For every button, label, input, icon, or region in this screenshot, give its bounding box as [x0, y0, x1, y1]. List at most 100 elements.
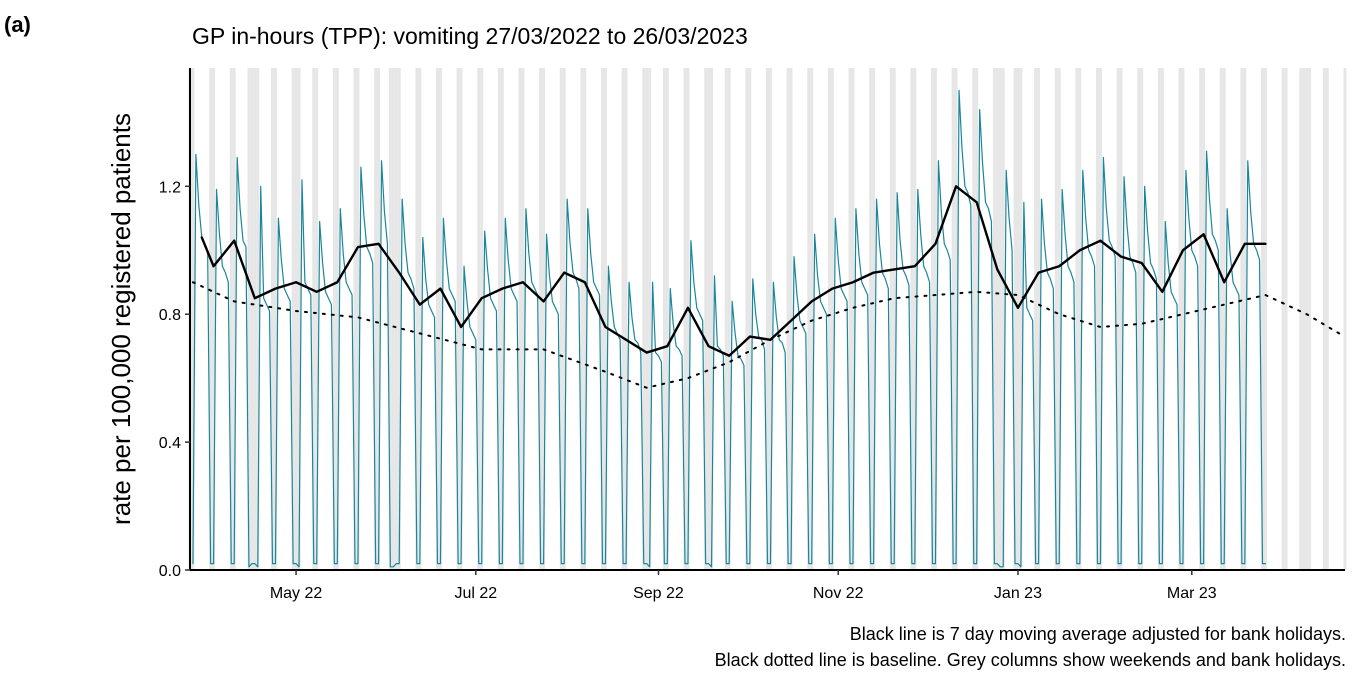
weekend-column	[913, 68, 917, 570]
weekend-column	[1261, 68, 1264, 570]
weekend-column	[1222, 68, 1226, 570]
weekend-column	[438, 68, 442, 570]
weekend-column	[212, 68, 216, 570]
weekend-column	[972, 68, 976, 570]
weekend-column	[810, 68, 814, 570]
weekend-column	[1054, 68, 1058, 570]
weekend-column	[1013, 68, 1017, 570]
weekend-column	[500, 68, 504, 570]
plot-area	[191, 89, 1341, 568]
weekend-column	[191, 68, 195, 570]
weekend-column	[477, 68, 481, 570]
bank-holiday-column	[998, 68, 1002, 570]
weekend-column	[807, 68, 811, 570]
weekend-column	[497, 68, 501, 570]
y-tick-label: 1.2	[159, 179, 181, 196]
x-tick-label: Jul 22	[454, 585, 497, 602]
weekend-column	[745, 68, 749, 570]
chart-title: GP in-hours (TPP): vomiting 27/03/2022 t…	[192, 23, 748, 49]
weekend-column	[1037, 68, 1041, 570]
weekend-column	[250, 68, 254, 570]
weekend-column	[704, 68, 708, 570]
weekend-column	[910, 68, 914, 570]
weekend-column	[1116, 68, 1120, 570]
baseline-line	[191, 281, 1341, 389]
weekend-column	[418, 68, 422, 570]
weekend-column	[992, 68, 996, 570]
x-tick-label: Nov 22	[813, 585, 864, 602]
weekend-column	[827, 68, 831, 570]
weekend-column	[707, 68, 711, 570]
y-axis-label: rate per 100,000 registered patients	[106, 113, 136, 525]
weekend-column	[869, 68, 873, 570]
weekend-column	[459, 68, 463, 570]
weekend-column	[1243, 68, 1247, 570]
weekend-column	[580, 68, 584, 570]
weekend-column	[332, 68, 336, 570]
y-tick-label: 0.0	[159, 563, 181, 580]
weekend-column	[1325, 68, 1329, 570]
weekend-column	[1284, 68, 1288, 570]
weekend-column	[377, 68, 381, 570]
weekend-column	[583, 68, 587, 570]
weekend-column	[1078, 68, 1082, 570]
moving-average-line	[200, 185, 1267, 357]
weekend-column	[273, 68, 277, 570]
weekend-column	[1240, 68, 1244, 570]
weekend-column	[768, 68, 772, 570]
weekend-column	[518, 68, 522, 570]
weekend-column	[1098, 68, 1102, 570]
weekend-column	[315, 68, 319, 570]
weekend-column	[559, 68, 563, 570]
weekend-column	[954, 68, 958, 570]
weekend-column	[830, 68, 834, 570]
weekend-column	[562, 68, 566, 570]
bank-holiday-column	[391, 68, 395, 570]
weekend-column	[1157, 68, 1161, 570]
weekend-column	[229, 68, 233, 570]
bank-holiday-column	[648, 68, 652, 570]
y-tick-label: 0.8	[159, 307, 181, 324]
weekend-column	[335, 68, 339, 570]
weekend-column	[312, 68, 316, 570]
bank-holiday-column	[247, 68, 251, 570]
y-tick-label: 0.4	[159, 435, 181, 452]
weekend-column	[933, 68, 937, 570]
weekend-column	[748, 68, 752, 570]
weekend-column	[1343, 68, 1347, 570]
weekend-column	[1075, 68, 1079, 570]
weekend-column	[1181, 68, 1185, 570]
weekend-column	[951, 68, 955, 570]
weekend-column	[724, 68, 728, 570]
weekend-column	[995, 68, 999, 570]
weekend-column	[436, 68, 439, 570]
weekend-column	[253, 68, 257, 570]
weekend-column	[603, 68, 607, 570]
weekend-column	[294, 68, 298, 570]
weekend-column	[1137, 68, 1141, 570]
weekend-column	[394, 68, 398, 570]
weekend-column	[642, 68, 646, 570]
bank-holiday-column	[1019, 68, 1023, 570]
weekend-column	[1140, 68, 1144, 570]
weekend-column	[621, 68, 625, 570]
weekend-column	[727, 68, 731, 570]
weekend-column	[1202, 68, 1206, 570]
bank-holiday-column	[1308, 68, 1312, 570]
weekend-column	[975, 68, 979, 570]
weekend-column	[232, 68, 236, 570]
weekend-column	[209, 68, 213, 570]
weekend-column	[542, 68, 546, 570]
weekend-column	[786, 68, 790, 570]
weekend-column	[480, 68, 484, 570]
weekend-column	[892, 68, 896, 570]
weekend-column	[766, 68, 769, 570]
footnote: Black dotted line is baseline. Grey colu…	[715, 650, 1346, 670]
weekend-column	[851, 68, 855, 570]
weekend-column	[1057, 68, 1061, 570]
bank-holiday-column	[256, 68, 260, 570]
weekend-column	[353, 68, 357, 570]
bank-holiday-column	[297, 68, 301, 570]
weekend-column	[356, 68, 360, 570]
